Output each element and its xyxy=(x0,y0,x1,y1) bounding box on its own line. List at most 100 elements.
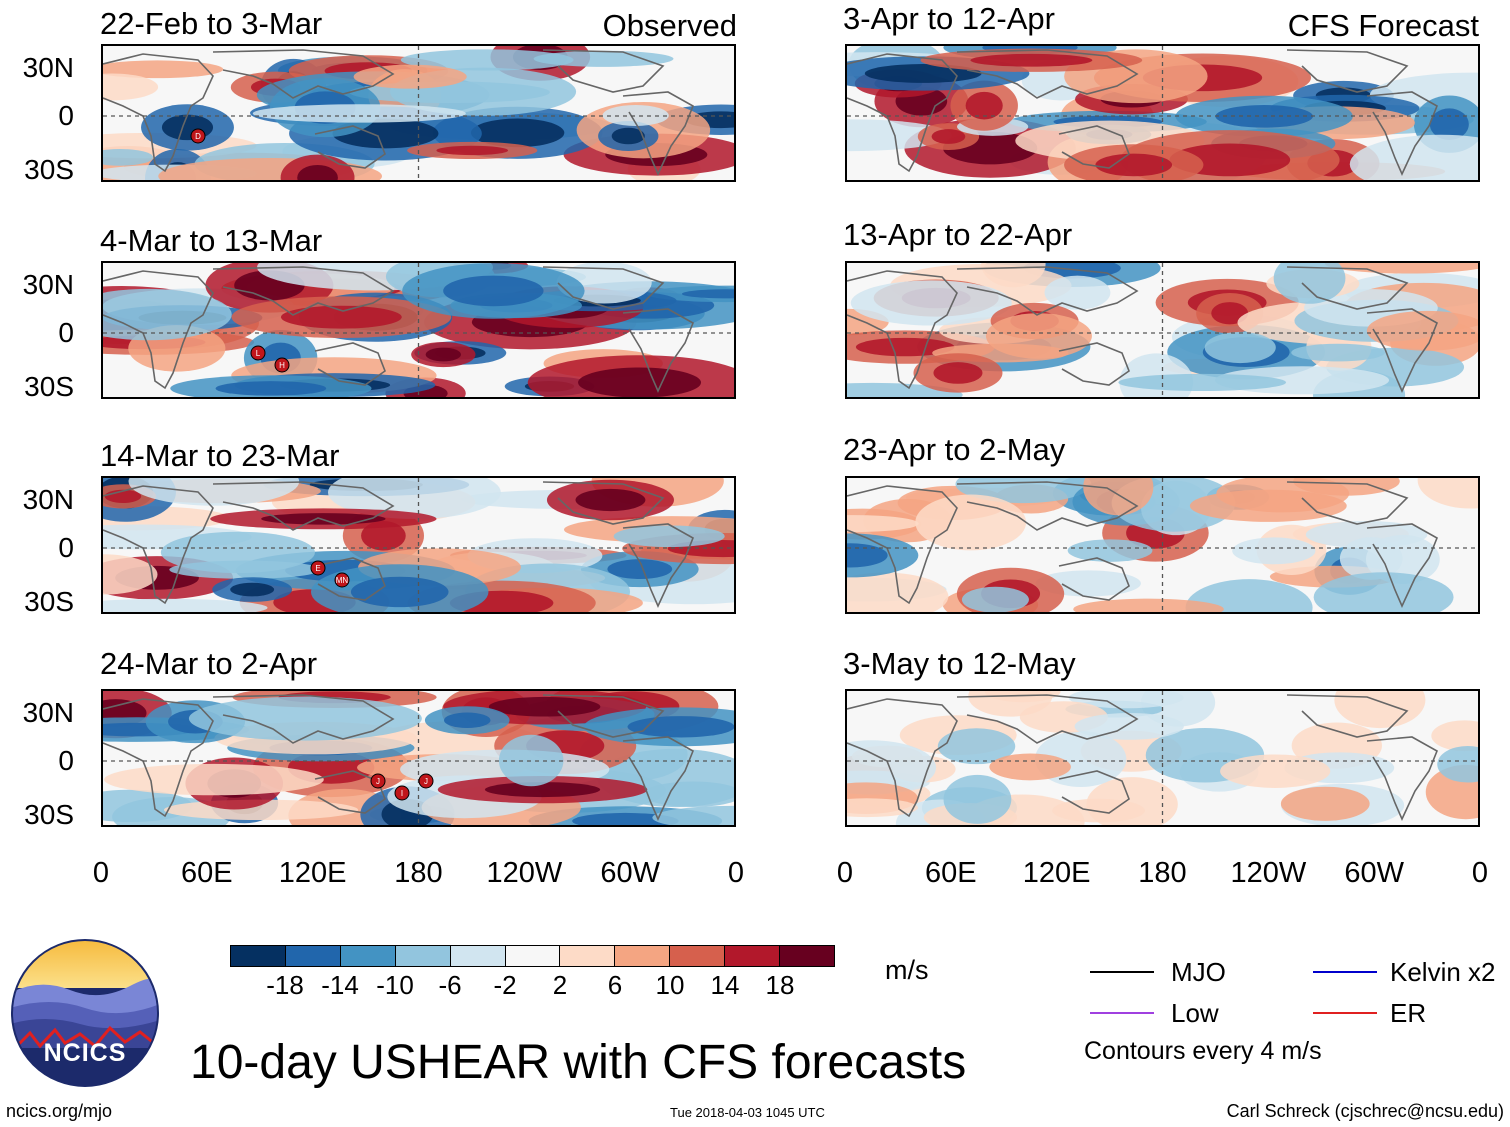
coastline xyxy=(1366,308,1439,393)
anomaly-blob xyxy=(1189,489,1347,522)
anomaly-core xyxy=(350,576,449,608)
panel-title-obs1: 22-Feb to 3-Mar xyxy=(100,6,323,41)
anomaly-blob xyxy=(1291,343,1385,362)
coastline xyxy=(1286,49,1409,93)
anomaly-core xyxy=(230,582,275,597)
colorbar-tick-label: 18 xyxy=(765,970,795,1000)
coastline xyxy=(542,49,665,93)
colorbar-swatch xyxy=(779,946,834,966)
lon-tick-label: 60W xyxy=(600,857,660,889)
lon-tick-label: 120W xyxy=(1230,857,1307,889)
colorbar-swatch xyxy=(724,946,780,966)
coastline xyxy=(847,698,958,818)
anomaly-core xyxy=(425,347,462,362)
map-panel-obs3: E MN xyxy=(101,476,736,614)
colorbar-tick-label: 10 xyxy=(655,970,685,1000)
cyclone-letter: L xyxy=(256,349,261,358)
figure-title: 10-day USHEAR with CFS forecasts xyxy=(190,1036,967,1089)
colorbar-tick-label: -6 xyxy=(438,970,462,1000)
anomaly-blob xyxy=(847,740,937,795)
anomaly-core xyxy=(847,543,888,568)
anomaly-blob xyxy=(850,280,1012,326)
anomaly-core xyxy=(436,145,509,156)
colorbar-swatch xyxy=(231,946,285,966)
anomaly-blob xyxy=(1273,263,1346,304)
coastline xyxy=(956,266,1139,316)
anomaly-core xyxy=(607,559,673,579)
anomaly-blob xyxy=(981,263,1046,288)
anomaly-blob xyxy=(943,774,1012,824)
anomaly-core xyxy=(443,712,491,728)
anomaly-core xyxy=(855,337,955,357)
coastline xyxy=(212,694,395,744)
lat-tick-label: 0 xyxy=(58,532,74,563)
mjo-legend-line xyxy=(1090,971,1154,973)
colorbar-swatch xyxy=(339,946,395,966)
map-panel-fc2 xyxy=(845,261,1480,399)
coastline xyxy=(1286,266,1409,310)
anomaly-blob xyxy=(1324,263,1478,274)
anomaly-core xyxy=(933,362,983,384)
coastline xyxy=(1366,523,1439,608)
anomaly-blob xyxy=(400,49,574,71)
anomaly-blob xyxy=(1232,537,1316,565)
timestamp: Tue 2018-04-03 1045 UTC xyxy=(670,1105,825,1120)
coastline xyxy=(314,125,386,169)
coastline xyxy=(542,266,665,310)
anomaly-core xyxy=(575,488,646,512)
ncics-mjo-link[interactable]: ncics.org/mjo xyxy=(6,1101,113,1121)
anomaly-blob xyxy=(937,728,1016,765)
coastline xyxy=(103,270,214,390)
coastline xyxy=(1286,481,1409,525)
map-panel-fc1 xyxy=(845,44,1480,182)
coastline xyxy=(542,694,665,738)
coastline xyxy=(1058,557,1130,601)
colorbar-swatch xyxy=(614,946,670,966)
coastline xyxy=(622,736,695,821)
anomaly-blob xyxy=(1044,275,1111,310)
anomaly-core xyxy=(1095,153,1173,177)
coastline xyxy=(622,523,695,608)
kelvin-legend-label: Kelvin x2 xyxy=(1390,957,1496,987)
anomaly-blob xyxy=(984,691,1061,703)
anomaly-core xyxy=(215,381,327,396)
anomaly-blob xyxy=(103,288,232,341)
anomaly-core xyxy=(488,696,601,717)
lat-tick-label: 30N xyxy=(22,697,74,728)
map-panel-obs1: D xyxy=(101,44,736,182)
anomaly-blob xyxy=(1313,572,1454,612)
map-panel-obs4: J I J xyxy=(101,689,736,827)
anomaly-blob xyxy=(1437,746,1478,783)
anomaly-blob xyxy=(104,763,324,796)
coastline xyxy=(1058,770,1130,814)
contours-note: Contours every 4 m/s xyxy=(1084,1037,1322,1065)
lat-tick-label: 30S xyxy=(24,799,74,830)
anomaly-blob xyxy=(1067,539,1153,562)
anomaly-field: E MN xyxy=(103,478,734,612)
coastline xyxy=(1058,342,1130,386)
anomaly-blob xyxy=(961,586,1029,612)
anomaly-core xyxy=(261,513,386,525)
map-panel-fc3 xyxy=(845,476,1480,614)
coastline xyxy=(956,481,1139,531)
anomaly-blob xyxy=(160,531,315,574)
anomaly-blob xyxy=(103,73,159,101)
cyclone-letter: I xyxy=(401,789,403,798)
anomaly-field: J I J xyxy=(103,691,734,825)
cyclone-letter: H xyxy=(279,361,285,370)
kelvin-legend-line xyxy=(1313,971,1377,973)
anomaly-core xyxy=(970,53,1093,67)
coastline xyxy=(212,49,395,99)
coastline xyxy=(212,266,395,316)
cyclone-marker: J xyxy=(418,773,434,789)
anomaly-blob xyxy=(985,313,1092,359)
colorbar-swatch xyxy=(559,946,615,966)
lon-tick-label: 0 xyxy=(836,857,854,889)
lat-tick-label: 30S xyxy=(24,586,74,617)
anomaly-blob xyxy=(847,798,918,818)
anomaly-blob xyxy=(652,805,734,825)
colorbar-tick-label: 14 xyxy=(710,970,740,1000)
anomaly-blob xyxy=(128,478,300,506)
colorbar xyxy=(230,945,835,967)
